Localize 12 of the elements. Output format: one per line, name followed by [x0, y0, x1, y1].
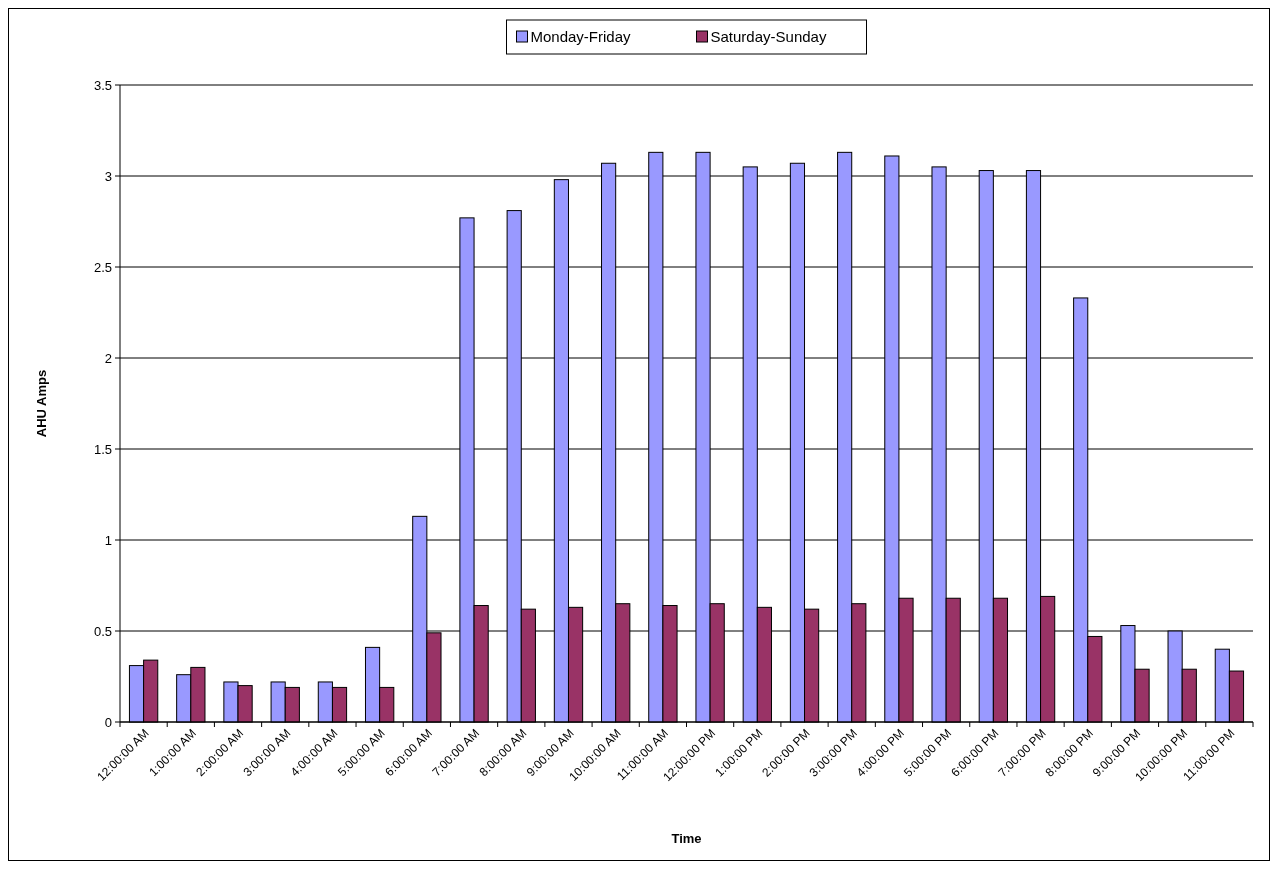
- legend-label: Monday-Friday: [530, 28, 632, 46]
- y-tick-label: 2: [104, 350, 112, 366]
- y-axis-title: AHU Amps: [34, 369, 49, 438]
- y-tick-label: 0: [104, 714, 112, 730]
- y-tick-label: 1.5: [93, 441, 112, 457]
- y-tick-label: 3.5: [93, 77, 112, 93]
- y-tick-label: 1: [104, 532, 112, 548]
- y-tick-label: 0.5: [93, 623, 112, 639]
- y-tick-label: 3: [104, 168, 112, 184]
- y-tick-label: 2.5: [93, 259, 112, 275]
- x-axis-title: Time: [671, 831, 702, 846]
- legend-label: Saturday-Sunday: [710, 28, 827, 46]
